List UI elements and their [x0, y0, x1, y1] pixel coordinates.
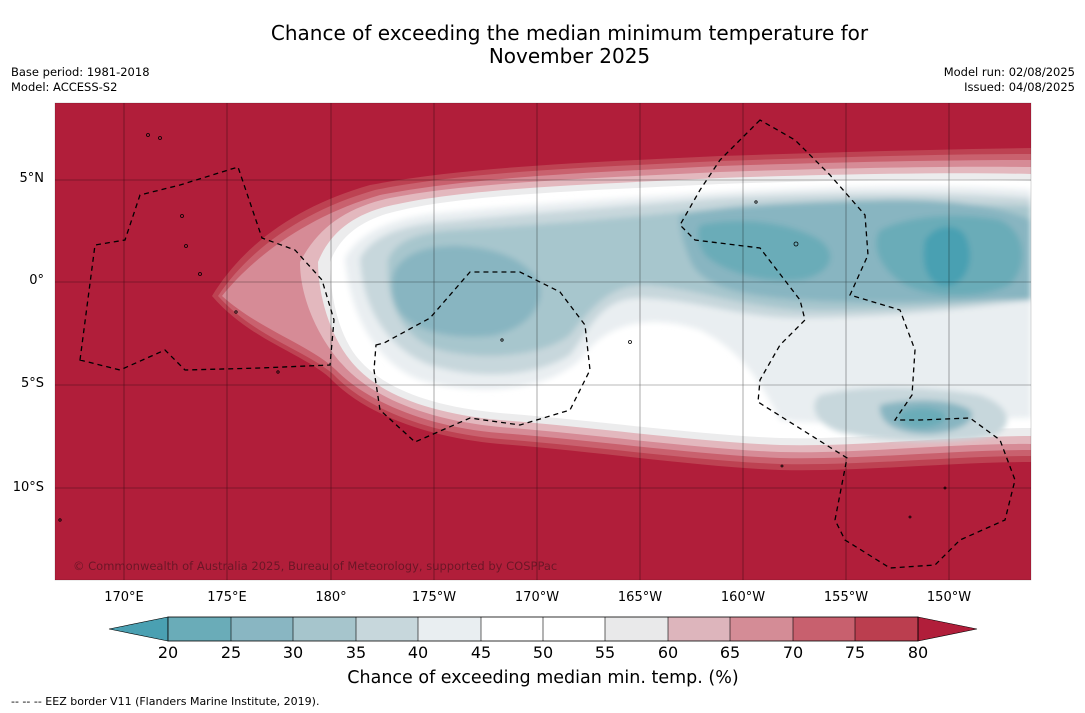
cb-75-80	[855, 617, 918, 641]
lon-tick-160w: 160°W	[720, 590, 766, 605]
band-below-20	[697, 220, 831, 281]
cb-35-40	[356, 617, 418, 641]
lat-tick-0: 0°	[29, 273, 44, 288]
cb-label: 45	[470, 643, 492, 662]
colorbar-low-extend	[108, 616, 169, 642]
eez-kiribati-line	[679, 119, 1016, 569]
cb-label: 35	[345, 643, 367, 662]
colorbar	[108, 616, 978, 642]
base-period: Base period: 1981-2018	[11, 65, 150, 79]
cb-label: 40	[407, 643, 429, 662]
band-20-25	[391, 245, 541, 337]
cb-40-45	[418, 617, 481, 641]
eez-legend: -- -- -- EEZ border V11 (Flanders Marine…	[11, 695, 320, 708]
cb-20-25	[168, 617, 231, 641]
graticule	[55, 103, 1031, 580]
cb-30-35	[293, 617, 356, 641]
cb-50-55	[543, 617, 605, 641]
chart-title-line2: November 2025	[488, 44, 651, 68]
cb-label: 25	[220, 643, 242, 662]
band-peak-low	[923, 226, 970, 287]
lon-tick-180: 180°	[315, 590, 347, 605]
cb-65-70	[730, 617, 793, 641]
cb-label: 30	[282, 643, 304, 662]
lat-tick-5s: 5°S	[20, 376, 44, 391]
cb-label: 70	[782, 643, 804, 662]
cb-55-60	[605, 617, 668, 641]
lon-tick-165w: 165°W	[617, 590, 663, 605]
cb-25-30	[231, 617, 293, 641]
lon-tick-175w: 175°W	[411, 590, 457, 605]
model-name: Model: ACCESS-S2	[11, 80, 118, 94]
cb-60-65	[668, 617, 730, 641]
cb-label: 50	[532, 643, 554, 662]
lat-tick-10s: 10°S	[12, 480, 44, 495]
cb-label: 75	[844, 643, 866, 662]
copyright-credit: © Commonwealth of Australia 2025, Bureau…	[73, 559, 558, 573]
cb-label: 60	[657, 643, 679, 662]
colorbar-high-extend	[917, 616, 978, 642]
issued-date: Issued: 04/08/2025	[964, 80, 1075, 94]
cb-label: 55	[594, 643, 616, 662]
chart-title-line1: Chance of exceeding the median minimum t…	[270, 21, 869, 45]
islands	[58, 133, 947, 522]
cb-70-75	[793, 617, 855, 641]
model-run-date: Model run: 02/08/2025	[943, 65, 1075, 79]
lon-tick-170e: 170°E	[104, 590, 144, 605]
lon-tick-155w: 155°W	[823, 590, 869, 605]
eez-tuvalu	[79, 166, 335, 371]
cb-45-50	[481, 617, 543, 641]
eez-tokelau	[373, 271, 591, 443]
cb-label: 65	[719, 643, 741, 662]
lat-tick-5n: 5°N	[19, 171, 45, 186]
eez-borders	[79, 119, 1016, 569]
probability-map	[55, 103, 1031, 580]
cb-label: 80	[907, 643, 929, 662]
band-south-cool-3	[898, 407, 946, 428]
colorbar-title: Chance of exceeding median min. temp. (%…	[347, 668, 739, 688]
lon-tick-175e: 175°E	[207, 590, 247, 605]
lon-tick-150w: 150°W	[926, 590, 972, 605]
cb-label: 20	[157, 643, 179, 662]
lon-tick-170w: 170°W	[514, 590, 560, 605]
